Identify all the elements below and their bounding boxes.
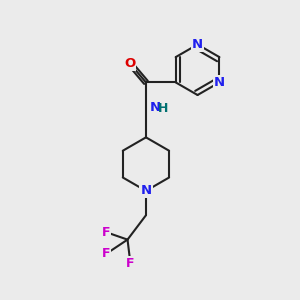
Text: N: N <box>150 101 161 114</box>
Text: N: N <box>140 184 152 197</box>
Text: F: F <box>102 248 110 260</box>
Text: N: N <box>192 38 203 51</box>
Text: N: N <box>214 76 225 89</box>
Text: O: O <box>124 57 135 70</box>
Text: H: H <box>158 102 168 115</box>
Text: F: F <box>102 226 110 239</box>
Text: F: F <box>126 257 135 271</box>
